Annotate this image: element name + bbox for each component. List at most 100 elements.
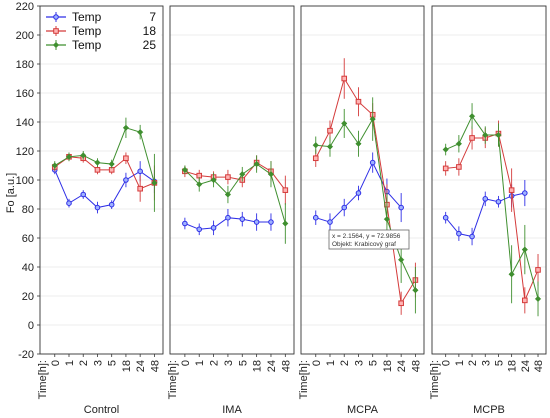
legend-item-temp-7: Temp 7 — [46, 10, 156, 24]
x-tick-label: 24 — [266, 360, 278, 372]
data-point — [469, 233, 475, 240]
series-temp-18 — [51, 152, 158, 202]
legend-value: 25 — [143, 38, 157, 52]
data-point — [355, 98, 362, 105]
series-temp-25 — [312, 97, 419, 314]
x-tick-label: 24 — [135, 360, 147, 372]
legend-marker — [53, 28, 59, 34]
data-point — [66, 200, 72, 206]
data-point — [94, 204, 101, 211]
panel-mcpb: 0 1 2 3 5 18 24 48 Time[h]: MCPB — [429, 5, 547, 416]
data-point — [521, 246, 528, 253]
panel-label: Control — [84, 404, 119, 416]
data-point — [369, 115, 376, 123]
panel-ima: 0 1 2 3 5 18 24 48 Time[h]: IMA — [167, 5, 295, 416]
x-tick-title: Time[h]: — [167, 360, 179, 399]
x-tick-label: 3 — [223, 360, 235, 366]
data-point — [442, 146, 449, 153]
legend-item-temp-25: Temp 25 — [46, 38, 156, 52]
legend-value: 18 — [143, 24, 157, 38]
data-point — [80, 152, 87, 159]
x-tick-label: 2 — [339, 360, 351, 366]
data-point — [369, 159, 376, 166]
x-tick-label: 5 — [493, 360, 505, 366]
x-tick-label: 48 — [149, 360, 161, 372]
data-point — [210, 176, 217, 184]
x-tick-label: 18 — [507, 360, 519, 372]
annotation-line-2: Objekt: Krabicový graf — [332, 241, 396, 248]
x-tick-label: 1 — [325, 360, 337, 366]
y-tick-label: 200 — [16, 30, 34, 42]
data-point — [469, 135, 475, 141]
series-temp-25 — [442, 103, 542, 317]
series-temp-7 — [182, 209, 274, 236]
data-point — [137, 168, 143, 175]
data-point — [137, 128, 144, 136]
data-point — [455, 140, 463, 147]
x-tick-label: 1 — [194, 360, 206, 366]
x-tick-label: 5 — [368, 360, 380, 366]
data-point — [456, 164, 462, 170]
annotation-tooltip: x = 2.1564, y = 72.9856 Objekt: Krabicov… — [328, 229, 410, 250]
data-point — [327, 127, 333, 134]
data-point — [355, 140, 362, 147]
x-tick-label: 1 — [454, 360, 466, 366]
x-tick-label: 24 — [520, 360, 532, 372]
series-line — [315, 77, 416, 305]
y-tick-label: 0 — [28, 320, 34, 332]
x-tick-label: 3 — [480, 360, 492, 366]
x-tick-label: 3 — [92, 360, 104, 366]
series-temp-25 — [51, 117, 158, 212]
data-point — [210, 225, 217, 231]
data-point — [383, 215, 391, 223]
data-point — [181, 166, 189, 174]
data-point — [225, 174, 231, 180]
y-tick-label: 160 — [16, 88, 34, 100]
data-point — [239, 216, 246, 222]
data-point — [94, 159, 101, 166]
data-point — [355, 190, 362, 196]
y-tick-label: 120 — [16, 146, 34, 158]
data-point — [108, 160, 115, 168]
x-tick-title: Time[h]: — [298, 360, 310, 399]
data-point — [482, 196, 489, 202]
data-point — [522, 297, 528, 304]
data-point — [282, 187, 289, 193]
data-point — [137, 185, 143, 192]
data-point — [535, 267, 541, 273]
annotation-line-1: x = 2.1564, y = 72.9856 — [332, 233, 401, 240]
data-point — [398, 256, 405, 263]
data-point — [108, 201, 115, 208]
legend-label: Temp — [72, 10, 102, 24]
x-tick-title: Time[h]: — [37, 360, 49, 399]
data-point — [442, 165, 449, 172]
data-point — [80, 191, 87, 198]
data-point — [122, 124, 130, 131]
x-tick-label: 2 — [467, 360, 479, 366]
data-point — [398, 300, 404, 307]
data-point — [312, 214, 319, 221]
data-point — [534, 295, 542, 303]
x-tick-label: 18 — [382, 360, 394, 372]
series-temp-7 — [312, 152, 404, 231]
y-tick-label: 80 — [22, 204, 34, 216]
x-tick-label: 2 — [78, 360, 90, 366]
data-point — [312, 142, 319, 149]
data-point — [508, 271, 515, 278]
data-point — [267, 171, 275, 178]
x-tick-label: 48 — [280, 360, 292, 372]
data-point — [327, 219, 333, 225]
data-point — [253, 160, 260, 168]
y-tick-label: 100 — [16, 175, 34, 187]
series-line — [315, 117, 416, 291]
panel-frame — [169, 5, 295, 355]
data-point — [341, 204, 348, 211]
data-point — [123, 177, 129, 183]
data-point — [51, 162, 58, 169]
series-temp-18 — [312, 58, 419, 315]
legend-marker — [52, 41, 60, 49]
data-point — [196, 226, 203, 233]
legend-marker — [53, 14, 59, 20]
data-point — [468, 113, 476, 120]
